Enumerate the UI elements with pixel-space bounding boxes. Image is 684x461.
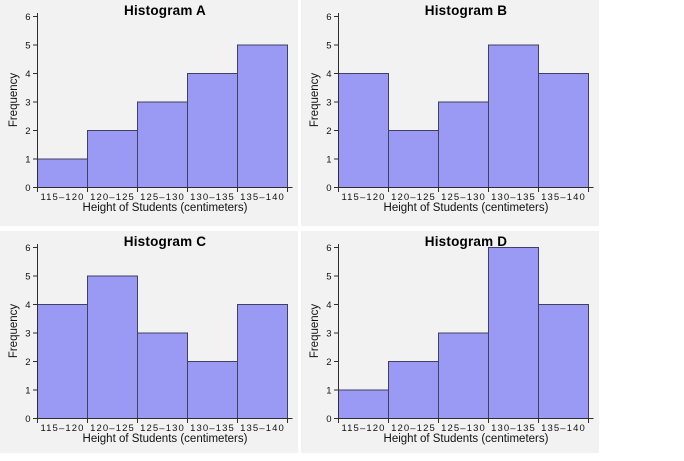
x-tick-label: 135–140: [240, 423, 285, 434]
y-tick-label: 1: [326, 386, 331, 397]
y-tick-label: 0: [326, 183, 331, 194]
y-tick-label: 3: [326, 329, 331, 340]
histogram-panel-c: Histogram C Frequency 0 1 2 3 4 5 6 115–120 120–…: [0, 231, 298, 453]
y-tick-label: 2: [326, 357, 331, 368]
x-tick-label: 115–120: [342, 423, 386, 434]
x-axis-label: Height of Students (centimeters): [383, 202, 549, 214]
x-tick-label: 120–125: [391, 423, 436, 434]
y-tick-label: 5: [25, 272, 30, 283]
x-tick-label: 125–130: [441, 192, 486, 203]
y-tick-label: 4: [25, 69, 30, 80]
y-tick-label: 1: [326, 155, 331, 166]
bar: [388, 361, 439, 419]
x-tick-label: 125–130: [140, 423, 185, 434]
bar: [538, 304, 589, 419]
x-tick-label: 135–140: [541, 192, 586, 203]
y-tick-label: 0: [25, 183, 30, 194]
bar: [438, 101, 489, 188]
y-tick-label: 4: [25, 300, 30, 311]
x-tick-label: 115–120: [41, 192, 85, 203]
bar: [388, 130, 439, 188]
y-tick-label: 1: [25, 386, 30, 397]
x-tick-label: 125–130: [140, 192, 185, 203]
y-tick-label: 6: [25, 12, 30, 23]
histogram-panel-a: Histogram A Frequency 0 1 2 3 4 5 6 115–120 120–…: [0, 0, 298, 226]
y-tick-label: 4: [326, 69, 331, 80]
bar: [137, 101, 188, 188]
x-axis-label: Height of Students (centimeters): [82, 433, 248, 445]
histogram-chart-b: 0 1 2 3 4 5 6 115–120 120–125 125–130 130–135 135–1…: [326, 12, 594, 203]
x-tick-label: 130–135: [491, 192, 536, 203]
x-tick-label: 135–140: [240, 192, 285, 203]
y-tick-label: 5: [326, 41, 331, 52]
bar: [237, 44, 288, 188]
bar: [187, 73, 238, 188]
histogram-panel-d: Histogram D Frequency 0 1 2 3 4 5 6 115–120 120–…: [301, 231, 599, 453]
bar: [538, 73, 589, 188]
x-tick-label: 135–140: [541, 423, 586, 434]
y-tick-label: 3: [326, 98, 331, 109]
bar: [37, 304, 88, 419]
x-tick-label: 115–120: [41, 423, 85, 434]
x-tick-label: 130–135: [190, 192, 235, 203]
x-tick-label: 120–125: [90, 192, 135, 203]
x-tick-label: 120–125: [391, 192, 436, 203]
y-tick-label: 1: [25, 155, 30, 166]
y-tick-label: 2: [326, 126, 331, 137]
chart-title: Histogram D: [424, 234, 508, 249]
bar: [488, 247, 539, 419]
y-tick-label: 0: [326, 414, 331, 425]
chart-title: Histogram A: [124, 3, 206, 18]
y-tick-label: 5: [326, 272, 331, 283]
y-tick-label: 0: [25, 414, 30, 425]
x-tick-label: 130–135: [491, 423, 536, 434]
y-tick-label: 3: [25, 98, 30, 109]
histogram-chart-d: 0 1 2 3 4 5 6 115–120 120–125 125–130 130–135 135–1…: [326, 243, 594, 434]
y-tick-label: 2: [25, 357, 30, 368]
histogram-panel-b: Histogram B Frequency 0 1 2 3 4 5 6 115–120 120–…: [301, 0, 599, 226]
y-tick-label: 6: [326, 243, 331, 254]
y-tick-label: 2: [25, 126, 30, 137]
bar: [187, 361, 238, 419]
histogram-chart-c: 0 1 2 3 4 5 6 115–120 120–125 125–130 130–135 135–1…: [25, 243, 293, 434]
bar: [438, 332, 489, 419]
chart-title: Histogram C: [123, 234, 207, 249]
x-tick-label: 115–120: [342, 192, 386, 203]
bar: [338, 389, 389, 419]
y-tick-label: 3: [25, 329, 30, 340]
bar: [488, 44, 539, 188]
bar: [338, 73, 389, 188]
y-tick-label: 5: [25, 41, 30, 52]
x-tick-label: 125–130: [441, 423, 486, 434]
chart-title: Histogram B: [424, 3, 508, 18]
bar: [37, 158, 88, 188]
bar: [137, 332, 188, 419]
x-axis-label: Height of Students (centimeters): [383, 433, 549, 445]
y-tick-label: 6: [326, 12, 331, 23]
y-tick-label: 6: [25, 243, 30, 254]
bar: [87, 130, 138, 188]
bar: [87, 275, 138, 419]
y-tick-label: 4: [326, 300, 331, 311]
histogram-chart-a: 0 1 2 3 4 5 6 115–120 120–125 125–130 130–135 135–1…: [25, 12, 293, 203]
x-tick-label: 130–135: [190, 423, 235, 434]
x-axis-label: Height of Students (centimeters): [82, 202, 248, 214]
x-tick-label: 120–125: [90, 423, 135, 434]
bar: [237, 304, 288, 419]
